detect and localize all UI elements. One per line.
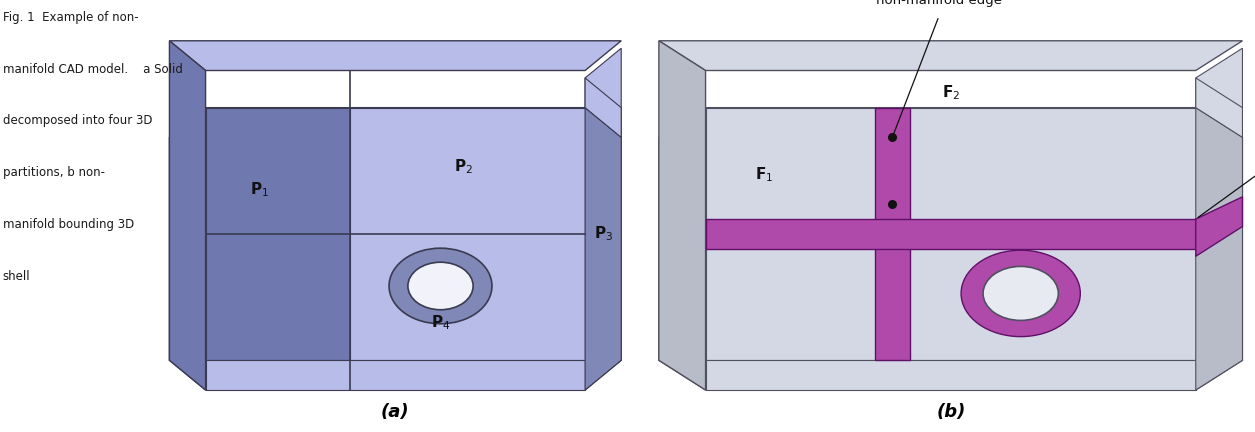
Ellipse shape xyxy=(408,262,473,310)
Ellipse shape xyxy=(389,248,492,324)
Polygon shape xyxy=(585,78,621,137)
Text: P$_3$: P$_3$ xyxy=(594,225,612,243)
Polygon shape xyxy=(169,41,206,390)
Polygon shape xyxy=(659,41,1242,70)
Text: shell: shell xyxy=(3,270,30,283)
Text: non-manifold edge: non-manifold edge xyxy=(876,0,1001,7)
Polygon shape xyxy=(705,108,892,360)
Polygon shape xyxy=(875,108,910,360)
Text: F$_1$: F$_1$ xyxy=(754,165,773,184)
Text: manifold bounding 3D: manifold bounding 3D xyxy=(3,218,134,231)
Text: (a): (a) xyxy=(382,403,409,421)
Polygon shape xyxy=(206,108,585,360)
Polygon shape xyxy=(892,108,1196,360)
Text: Fig. 1  Example of non-: Fig. 1 Example of non- xyxy=(3,11,138,24)
Text: (b): (b) xyxy=(936,403,966,421)
Ellipse shape xyxy=(983,267,1058,321)
Text: manifold CAD model.    a Solid: manifold CAD model. a Solid xyxy=(3,63,182,76)
Polygon shape xyxy=(705,219,1196,249)
Text: P$_4$: P$_4$ xyxy=(430,314,451,333)
Polygon shape xyxy=(659,108,1242,390)
Polygon shape xyxy=(1196,78,1242,137)
Polygon shape xyxy=(705,108,1196,360)
Polygon shape xyxy=(705,360,1196,390)
Polygon shape xyxy=(169,108,621,390)
Polygon shape xyxy=(350,108,585,360)
Polygon shape xyxy=(1196,197,1242,256)
Polygon shape xyxy=(659,41,705,390)
Polygon shape xyxy=(585,48,621,137)
Polygon shape xyxy=(1196,48,1242,137)
Polygon shape xyxy=(585,108,621,390)
Text: decomposed into four 3D: decomposed into four 3D xyxy=(3,114,152,127)
Polygon shape xyxy=(206,108,350,360)
Ellipse shape xyxy=(961,250,1081,337)
Text: F$_2$: F$_2$ xyxy=(941,83,960,102)
Polygon shape xyxy=(169,41,621,70)
Polygon shape xyxy=(1196,108,1242,390)
Text: P$_1$: P$_1$ xyxy=(250,180,270,199)
Polygon shape xyxy=(206,360,585,390)
Text: partitions, b non-: partitions, b non- xyxy=(3,166,104,179)
Text: P$_2$: P$_2$ xyxy=(453,158,473,176)
